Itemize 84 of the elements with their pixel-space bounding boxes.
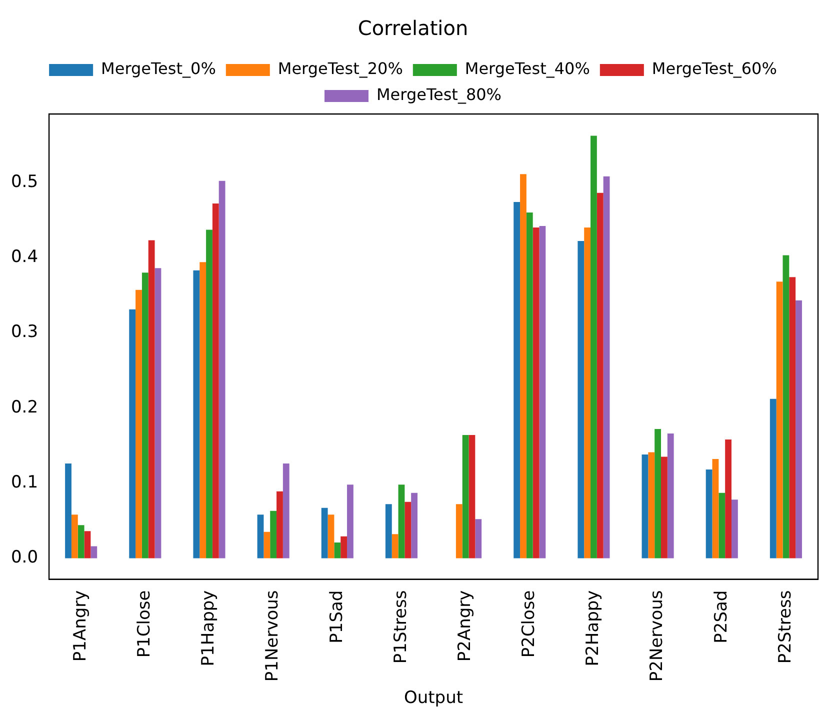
chart-title: Correlation xyxy=(358,16,468,40)
bar xyxy=(136,290,142,558)
legend-label: MergeTest_0% xyxy=(101,59,216,78)
bar xyxy=(706,470,712,558)
bar xyxy=(404,502,412,558)
bar xyxy=(725,439,732,558)
x-tick-label: P2Stress xyxy=(775,590,796,664)
bar xyxy=(385,504,392,558)
bar xyxy=(193,270,200,558)
legend-label: MergeTest_40% xyxy=(464,59,590,78)
y-tick-label: 0.3 xyxy=(10,322,38,342)
bar xyxy=(789,277,796,558)
legend-label: MergeTest_20% xyxy=(278,59,403,78)
bar xyxy=(526,212,533,558)
bar xyxy=(212,203,219,558)
bar xyxy=(218,180,226,558)
y-tick-label: 0.1 xyxy=(10,472,38,492)
bar xyxy=(282,464,290,558)
bar xyxy=(206,230,212,558)
bar xyxy=(392,534,398,558)
bar xyxy=(347,484,354,558)
bar xyxy=(84,531,91,558)
bar xyxy=(667,433,674,558)
bar xyxy=(578,241,584,558)
bar xyxy=(276,491,283,558)
x-tick-label: P1Stress xyxy=(390,590,411,664)
bar xyxy=(328,514,334,558)
y-tick-label: 0.0 xyxy=(10,548,38,568)
bar xyxy=(731,500,738,558)
bar xyxy=(129,309,136,558)
x-tick-label: P2Nervous xyxy=(647,590,668,682)
bar xyxy=(648,452,655,558)
bar xyxy=(584,228,591,558)
bar xyxy=(411,492,418,558)
bar xyxy=(642,454,648,558)
bar xyxy=(200,262,206,558)
bar xyxy=(148,240,155,558)
x-tick-label: P2Close xyxy=(519,590,540,658)
x-tick-label: P1Angry xyxy=(70,590,90,662)
x-tick-label: P1Happy xyxy=(198,590,219,666)
x-tick-label: P1Sad xyxy=(326,590,347,644)
y-tick-label: 0.2 xyxy=(10,397,38,418)
x-axis-title: Output xyxy=(404,688,464,708)
bar xyxy=(770,398,776,558)
bar xyxy=(776,282,783,558)
bar xyxy=(340,536,348,558)
bar xyxy=(65,464,72,558)
bar xyxy=(142,272,148,558)
bar xyxy=(661,456,668,558)
bar xyxy=(475,519,482,558)
bar xyxy=(78,525,84,558)
bar xyxy=(539,226,546,558)
bar xyxy=(782,255,790,558)
y-tick-label: 0.4 xyxy=(10,246,38,267)
bar xyxy=(520,174,526,558)
legend-label: MergeTest_80% xyxy=(376,85,502,104)
bar xyxy=(270,510,277,558)
y-tick-label: 0.5 xyxy=(10,172,38,192)
x-tick-label: P1Close xyxy=(134,590,155,658)
bar xyxy=(596,192,604,558)
bar xyxy=(796,300,802,558)
x-tick-label: P2Happy xyxy=(583,590,604,666)
bar xyxy=(154,268,162,558)
bar xyxy=(514,202,520,558)
bar xyxy=(90,546,98,558)
bar xyxy=(718,492,726,558)
bar xyxy=(468,434,476,558)
x-tick-label: P2Angry xyxy=(454,590,475,662)
bar xyxy=(462,434,469,558)
x-tick-label: P1Nervous xyxy=(262,590,283,682)
x-tick-label: P2Sad xyxy=(711,590,732,644)
bar xyxy=(654,428,662,558)
bar xyxy=(321,508,328,558)
bar xyxy=(334,542,341,558)
bar xyxy=(71,514,78,558)
bar xyxy=(456,504,462,558)
bar xyxy=(712,459,719,558)
bar xyxy=(264,532,270,558)
legend-label: MergeTest_60% xyxy=(652,59,777,78)
bar xyxy=(257,514,264,558)
bar xyxy=(398,484,405,558)
bar xyxy=(532,228,540,558)
bar xyxy=(590,136,597,558)
bar xyxy=(603,176,610,558)
